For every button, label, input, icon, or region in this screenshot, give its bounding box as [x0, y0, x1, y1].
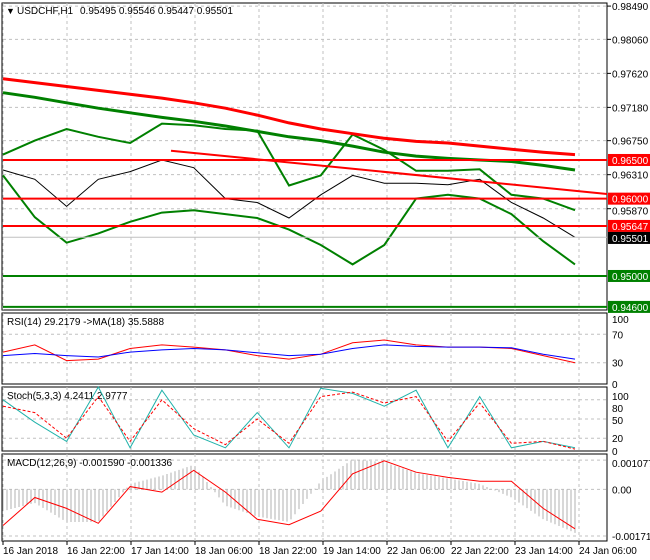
bollinger-lower-line: [2, 174, 576, 266]
level-price-label: 0.95647: [612, 222, 649, 233]
macd-title: MACD(12,26,9) -0.001590 -0.001336: [7, 458, 173, 469]
level-price-tag: [608, 300, 650, 313]
ma-slow-green-line: [2, 91, 576, 172]
stoch-title: Stoch(5,3,3) 4.2411 2.9777: [7, 391, 128, 402]
dropdown-arrow-icon: ▼: [6, 6, 15, 16]
rsi-rsi-line: [2, 339, 576, 364]
x-axis-label: 24 Jan 06:00: [579, 546, 637, 557]
level-price-label: 0.96000: [612, 195, 649, 206]
level-price-tag: [608, 153, 650, 166]
stoch-main-line: [2, 385, 576, 449]
stoch-axis-label: 100: [612, 392, 629, 403]
price-axis-label: 0.97180: [612, 103, 649, 114]
x-axis-label: 18 Jan 06:00: [195, 546, 253, 557]
price-pane-frame: [1, 2, 608, 311]
bollinger-upper-line: [2, 122, 576, 212]
price-axis-label: 0.98490: [612, 2, 649, 13]
level-price-label: 0.95000: [612, 272, 649, 283]
macd-axis-label: 0.00: [612, 485, 632, 496]
current-price-label: 0.95501: [612, 234, 649, 245]
stoch-axis-label: 20: [612, 434, 624, 445]
price-axis-label: 0.96310: [612, 171, 649, 182]
level-price-tag: [608, 192, 650, 205]
level-price-label: 0.94600: [612, 303, 649, 314]
x-axis-label: 22 Jan 22:00: [451, 546, 509, 557]
rsi-axis-label: 70: [612, 330, 624, 341]
trendline: [170, 149, 608, 196]
price-axis-label: 0.96750: [612, 137, 649, 148]
level-price-tag: [608, 269, 650, 282]
stoch-axis-label: 50: [612, 416, 624, 427]
ohlc-values: 0.95495 0.95546 0.95447 0.95501: [80, 6, 233, 17]
x-axis-label: 17 Jan 14:00: [131, 546, 189, 557]
level-price-tag: [608, 219, 650, 232]
x-axis-label: 16 Jan 22:00: [67, 546, 125, 557]
close-line: [2, 159, 576, 238]
macd-axis-label: 0.001077: [612, 459, 650, 470]
rsi-pane-frame: [1, 312, 608, 385]
x-axis-label: 18 Jan 22:00: [259, 546, 317, 557]
rsi-axis-label: 30: [612, 359, 624, 370]
current-price-tag: [608, 231, 650, 244]
price-axis-label: 0.95870: [612, 207, 649, 218]
x-axis-label: 23 Jan 14:00: [515, 546, 573, 557]
symbol-label: USDCHF,H1: [17, 6, 74, 17]
rsi-axis-label: 0: [612, 380, 618, 391]
x-axis-label: 19 Jan 14:00: [323, 546, 381, 557]
price-axis-label: 0.97620: [612, 69, 649, 80]
price-axis-label: 0.98060: [612, 35, 649, 46]
x-axis-label: 16 Jan 2018: [3, 546, 58, 557]
stoch-signal-line: [2, 391, 576, 450]
macd-axis-label: -0.001717: [612, 532, 650, 543]
rsi-rsi-ma-line: [2, 344, 576, 360]
x-axis-label: 22 Jan 06:00: [387, 546, 445, 557]
macd-signal-line: [2, 460, 576, 530]
macd-pane-frame: [1, 453, 608, 542]
rsi-title: RSI(14) 29.2179 ->MA(18) 35.5888: [7, 317, 164, 328]
stoch-axis-label: 80: [612, 404, 624, 415]
level-price-label: 0.96500: [612, 156, 649, 167]
stoch-pane-frame: [1, 386, 608, 452]
ma-slow-red-line: [2, 77, 576, 157]
rsi-axis-label: 100: [612, 315, 629, 326]
stoch-axis-label: 0: [612, 447, 618, 458]
